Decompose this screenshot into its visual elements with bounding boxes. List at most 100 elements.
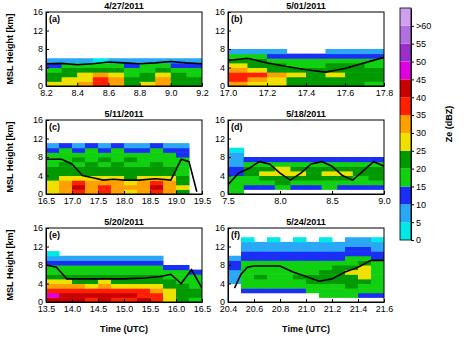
cell [306, 270, 320, 275]
y-tick: 0 [220, 81, 231, 91]
cell [345, 274, 359, 279]
cell [85, 265, 99, 270]
plot-frame [46, 228, 202, 302]
cell [137, 284, 151, 289]
colorbar-tick-mark [411, 222, 414, 223]
cell [290, 157, 306, 162]
cell [358, 288, 372, 293]
cell [280, 242, 294, 247]
y-tick: 12 [215, 134, 231, 144]
cell [176, 189, 190, 194]
y-tick-label: 0 [220, 297, 225, 307]
cell [111, 288, 125, 293]
cell [254, 247, 268, 252]
cell [275, 157, 291, 162]
cell [358, 274, 372, 279]
x-tick-label: 17.0 [64, 196, 82, 206]
y-tick-mark [228, 31, 231, 32]
colorbar-tick: 0 [411, 235, 421, 245]
cell [46, 143, 60, 148]
cell [137, 185, 151, 190]
cell [267, 77, 287, 82]
x-tick: 17.8 [376, 83, 394, 98]
cell [241, 284, 255, 289]
x-tick-label: 17.2 [259, 88, 277, 98]
x-axis: 20.420.620.821.021.221.421.6 [220, 299, 394, 314]
colorbar-bin [400, 186, 411, 204]
cell [228, 256, 242, 261]
cell [111, 157, 125, 162]
cell [241, 260, 255, 265]
y-tick: 12 [33, 134, 49, 144]
cell [59, 152, 73, 157]
cell [98, 185, 112, 190]
cell [290, 180, 306, 185]
y-tick-mark [228, 120, 231, 121]
y-tick-mark [46, 139, 49, 140]
panel: 7.58.08.59.004812165/18/2011(d) [215, 109, 391, 206]
cell [189, 288, 202, 293]
cell [345, 256, 359, 261]
x-tick: 17.4 [298, 83, 316, 98]
cell [163, 148, 177, 153]
cell [77, 77, 93, 82]
colorbar-tick-mark [411, 79, 414, 80]
cell [124, 72, 140, 77]
y-tick-mark [228, 139, 231, 140]
y-axis: 0481216 [215, 7, 231, 91]
cell [319, 293, 333, 298]
cell [345, 81, 365, 86]
cell [111, 152, 125, 157]
cell [85, 270, 99, 275]
plot-area [46, 251, 202, 302]
x-tick-mark [332, 191, 333, 194]
y-tick: 0 [38, 297, 49, 307]
cell [267, 58, 287, 63]
cell [46, 180, 60, 185]
y-tick-mark [46, 194, 49, 195]
x-tick-label: 19.0 [168, 196, 186, 206]
y-tick: 0 [38, 81, 49, 91]
cell [345, 251, 359, 256]
x-tick: 21.2 [324, 299, 342, 314]
line [46, 265, 202, 288]
cell [248, 81, 268, 86]
cell [124, 270, 138, 275]
cell [98, 265, 112, 270]
y-tick-label: 16 [215, 115, 225, 125]
x-tick: 8.8 [134, 83, 147, 98]
cell [176, 288, 190, 293]
cell [137, 260, 151, 265]
cell [293, 279, 307, 284]
cell [228, 270, 242, 275]
cell [137, 270, 151, 275]
cell [337, 180, 353, 185]
cell [150, 166, 164, 171]
panel-label: (f) [231, 230, 240, 240]
x-tick-mark [306, 299, 307, 302]
y-tick-label: 16 [33, 223, 43, 233]
colorbar-bin [400, 204, 411, 222]
x-tick-mark [384, 191, 385, 194]
y-tick: 0 [38, 189, 49, 199]
panel-label: (d) [231, 122, 243, 132]
x-tick: 15.0 [116, 299, 134, 314]
cell [319, 284, 333, 289]
cell [280, 284, 294, 289]
x-tick: 15.5 [142, 299, 160, 314]
cell [72, 293, 86, 298]
panel: 17.017.217.417.617.804812165/01/2011(b) [215, 1, 393, 98]
cell [111, 265, 125, 270]
cell [137, 157, 151, 162]
cell [46, 279, 60, 284]
cell [59, 166, 73, 171]
cell [228, 157, 244, 162]
cell [150, 260, 164, 265]
cell [124, 297, 138, 302]
cell [358, 293, 372, 298]
cell [163, 152, 177, 157]
y-tick-mark [46, 247, 49, 248]
y-tick-mark [46, 176, 49, 177]
y-tick: 8 [220, 44, 231, 54]
line [46, 61, 202, 64]
